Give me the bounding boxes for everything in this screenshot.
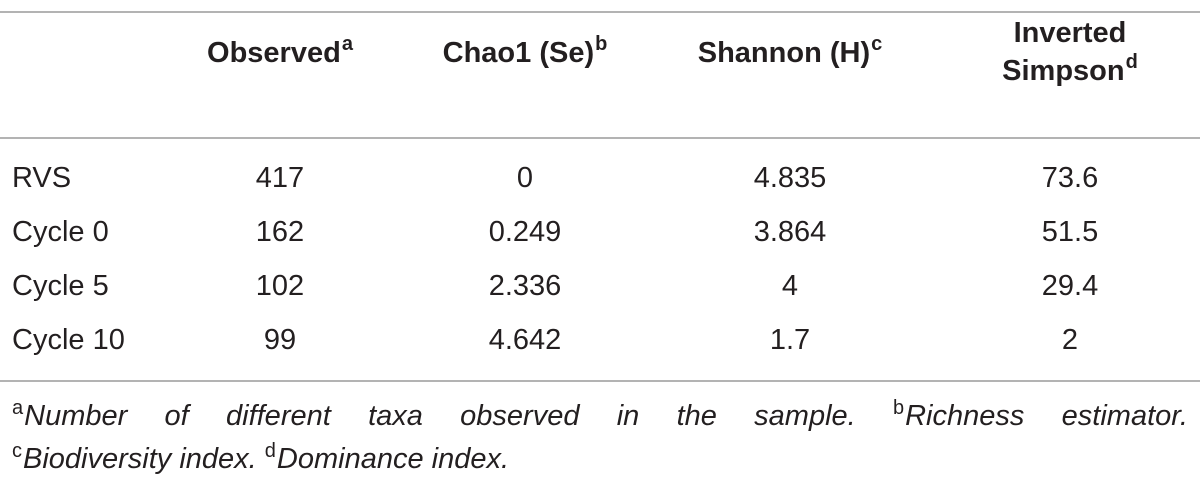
header-simpson-line2: Simpsond	[960, 51, 1180, 93]
footnote-a-word: different	[226, 396, 331, 439]
cell-chao1: 2.336	[488, 270, 562, 302]
cell-inverted-simpson: 2	[1061, 324, 1079, 356]
header-simpson-label: Simpson	[1002, 55, 1125, 87]
cell-chao1: 0	[516, 162, 534, 194]
footnote-a-word-text: Number	[24, 400, 128, 432]
footnote-a-word: taxa	[368, 396, 423, 439]
header-observed: Observeda	[190, 33, 370, 75]
footnote-line-1: aNumber of different taxa observed in the sampl…	[12, 396, 1188, 439]
footnote-a-word-text: the	[676, 400, 717, 432]
cell-shannon: 4.835	[753, 162, 827, 194]
cell-observed: 417	[255, 162, 305, 194]
table-body: RVS 417 0 4.835 73.6 Cycle 0 162 0.249 3.864 51.5…	[0, 151, 1200, 367]
cell-chao1: 4.642	[488, 324, 562, 356]
header-shannon: Shannon (H)c	[680, 33, 900, 75]
footnote-b-word: estimator.	[1062, 396, 1188, 439]
header-observed-label: Observed	[207, 37, 341, 69]
footnote-a-word-text: observed	[460, 400, 580, 432]
table-top-rule	[0, 11, 1200, 13]
cell-chao1: 0.249	[488, 216, 562, 248]
header-chao1: Chao1 (Se)b	[425, 33, 625, 75]
cell-inverted-simpson: 73.6	[1041, 162, 1099, 194]
footnote-mark-b: b	[595, 33, 608, 55]
footnote-a-word: sample.	[754, 396, 856, 439]
footnote-c-mark: c	[12, 440, 22, 462]
cell-shannon: 4	[781, 270, 799, 302]
footnote-a-word-text: in	[616, 400, 640, 432]
footnote-d-text: Dominance index.	[276, 443, 510, 475]
footnote-a-word: the	[677, 396, 717, 439]
footnote-a-word-text: of	[164, 400, 189, 432]
table-header-row: Observeda Chao1 (Se)b Shannon (H)c Inver…	[0, 14, 1200, 137]
footnote-a-word-text: sample.	[754, 400, 856, 432]
table-bottom-rule	[0, 380, 1200, 382]
table-row: Cycle 0 162 0.249 3.864 51.5	[0, 205, 1200, 259]
table-row: RVS 417 0 4.835 73.6	[0, 151, 1200, 205]
table-row: Cycle 5 102 2.336 4 29.4	[0, 259, 1200, 313]
footnote-a-mark: a	[12, 397, 24, 419]
cell-inverted-simpson: 51.5	[1041, 216, 1099, 248]
footnote-b-word-text: estimator.	[1061, 400, 1188, 432]
row-label: Cycle 5	[12, 270, 109, 302]
footnote-a-word: observed	[460, 396, 579, 439]
footnote-b-word-text: Richness	[905, 400, 1025, 432]
footnote-a-word: in	[617, 396, 640, 439]
row-label: Cycle 0	[12, 216, 109, 248]
cell-shannon: 3.864	[753, 216, 827, 248]
footnote-b-mark: b	[892, 397, 905, 419]
footnote-mark-a: a	[341, 33, 353, 55]
footnote-a-word-text: taxa	[368, 400, 423, 432]
footnote-mark-c: c	[871, 33, 883, 55]
header-inverted-simpson: Inverted Simpsond	[960, 14, 1180, 93]
row-label: RVS	[12, 162, 72, 194]
footnote-line-2: cBiodiversity index. dDominance index.	[12, 439, 1188, 482]
header-shannon-label: Shannon (H)	[697, 37, 871, 69]
cell-inverted-simpson: 29.4	[1041, 270, 1099, 302]
footnote-b-word: bRichness	[893, 396, 1024, 439]
cell-observed: 102	[255, 270, 305, 302]
footnote-c-text: Biodiversity index.	[23, 443, 257, 475]
header-chao1-label: Chao1 (Se)	[442, 37, 595, 69]
footnote-a-word-text: different	[226, 400, 331, 432]
cell-observed: 99	[263, 324, 297, 356]
table-header-rule	[0, 137, 1200, 139]
row-label: Cycle 10	[12, 324, 125, 356]
footnote-d-mark: d	[264, 440, 276, 462]
cell-observed: 162	[255, 216, 305, 248]
header-simpson-line1: Inverted	[1013, 17, 1127, 49]
footnote-a-word: aNumber	[12, 396, 127, 439]
footnote-a-word: of	[165, 396, 189, 439]
cell-shannon: 1.7	[769, 324, 811, 356]
table-row: Cycle 10 99 4.642 1.7 2	[0, 313, 1200, 367]
footnote-mark-d: d	[1125, 51, 1138, 73]
table-footnotes: aNumber of different taxa observed in the sampl…	[12, 396, 1188, 482]
